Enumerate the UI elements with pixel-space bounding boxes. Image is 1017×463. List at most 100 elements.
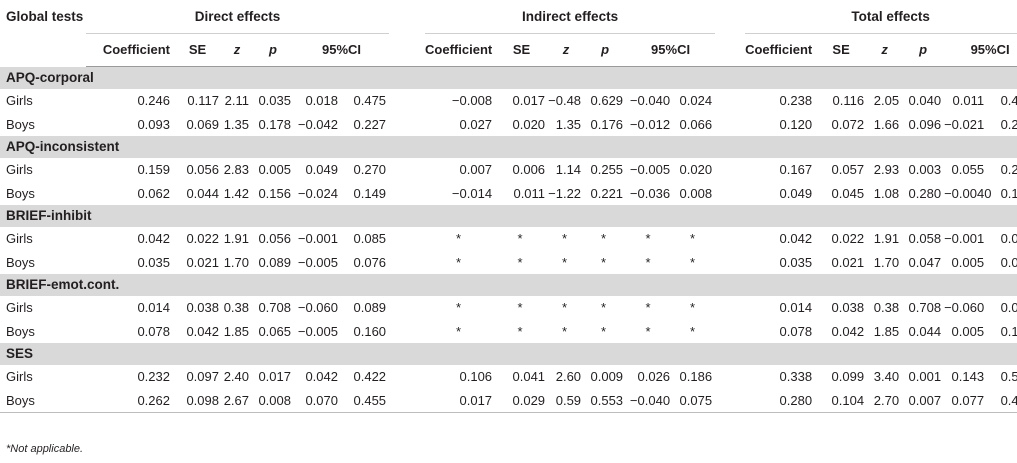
table-cell: 0.056: [186, 162, 219, 177]
table-cell: 1.70: [873, 254, 900, 270]
table-cell: 2.05: [873, 93, 900, 108]
table-cell: *: [601, 231, 607, 246]
table-cell: 1.42: [223, 185, 249, 201]
table-cell: *: [601, 323, 607, 339]
table-body: APQ-corporal Girls 0.246 0.117 2.11 0.035 0.01…: [0, 66, 1017, 413]
table-cell: *: [601, 300, 607, 315]
sub-header-total-coefficient: Coefficient: [745, 33, 816, 67]
table-row: Girls 0.246 0.117 2.11 0.035 0.018 0.475 −0.008…: [0, 89, 1017, 113]
sub-header-direct-95-ci: 95%CI: [294, 33, 390, 67]
table-cell: 0.047: [908, 254, 942, 270]
table-cell: 0.106: [459, 369, 493, 384]
section-title: SES: [0, 343, 1017, 365]
table-cell: 0.104: [831, 392, 865, 408]
table-cell: 3.40: [873, 369, 900, 384]
table-cell: 0.011: [952, 93, 985, 108]
table-cell: *: [645, 254, 651, 270]
table-cell: 0.279: [1000, 162, 1017, 177]
table-cell: *: [690, 300, 696, 315]
table-cell: 0.533: [1000, 369, 1017, 384]
table-cell: −0.040: [629, 93, 671, 108]
row-label: Girls: [6, 93, 33, 108]
table-cell: 0.049: [779, 185, 813, 201]
table-row: Girls 0.159 0.056 2.83 0.005 0.049 0.270 0.007 0…: [0, 158, 1017, 182]
table-cell: 0.041: [512, 369, 546, 384]
table-cell: 0.137: [1000, 185, 1017, 201]
table-cell: 0.045: [831, 185, 865, 201]
table-cell: 0.078: [137, 323, 170, 339]
table-cell: 0.065: [258, 323, 291, 339]
table-cell: 0.005: [258, 162, 291, 177]
table-cell: 0.59: [555, 392, 582, 408]
table-cell: 0.238: [779, 93, 813, 108]
table-cell: 2.93: [873, 162, 900, 177]
sub-header-indirect-se: SE: [495, 33, 549, 67]
table-cell: 0.056: [258, 231, 291, 246]
section-row: BRIEF-inhibit: [0, 205, 1017, 227]
section-title: BRIEF-inhibit: [0, 205, 1017, 227]
table-cell: 0.062: [137, 185, 170, 201]
table-cell: 0.159: [137, 162, 170, 177]
table-cell: 0.006: [512, 162, 546, 177]
table-cell: 0.058: [908, 231, 942, 246]
table-cell: *: [645, 231, 651, 246]
table-cell: 1.14: [555, 162, 582, 177]
table-cell: 0.057: [831, 162, 865, 177]
table-cell: 0.022: [831, 231, 865, 246]
table-cell: 0.076: [353, 254, 387, 270]
corner-label: Global tests: [6, 9, 84, 24]
table-cell: −0.036: [629, 185, 671, 201]
row-label: Girls: [6, 369, 33, 384]
sub-header-indirect-95-ci: 95%CI: [626, 33, 716, 67]
table-cell: −0.060: [944, 300, 985, 315]
table-cell: 0.338: [779, 369, 813, 384]
table-cell: 1.91: [223, 231, 249, 246]
table-cell: 0.078: [779, 323, 813, 339]
table-cell: 0.096: [908, 116, 942, 132]
table-cell: 0.005: [951, 323, 985, 339]
table-cell: 1.35: [223, 116, 249, 132]
table-cell: 0.116: [832, 93, 865, 108]
table-cell: 0.018: [305, 93, 338, 108]
table-cell: −0.014: [451, 185, 493, 201]
table-cell: 0.017: [512, 93, 546, 108]
table-cell: 0.465: [1000, 93, 1017, 108]
table-cell: 0.089: [258, 254, 291, 270]
sub-header-total-p: p: [902, 33, 945, 67]
table-cell: 0.186: [679, 369, 713, 384]
table-cell: 1.08: [873, 185, 900, 201]
table-cell: *: [562, 254, 568, 270]
table-cell: 0.020: [512, 116, 546, 132]
table-cell: 0.085: [1000, 231, 1017, 246]
table-cell: 0.093: [137, 116, 170, 132]
table-cell: −0.021: [944, 116, 985, 132]
table-cell: 1.85: [223, 323, 249, 339]
table-cell: 0.069: [186, 116, 219, 132]
row-label: Girls: [6, 231, 33, 246]
table-cell: 0.022: [186, 231, 219, 246]
table-cell: 0.160: [353, 323, 387, 339]
table-cell: 0.072: [831, 116, 865, 132]
table-cell: 0.029: [512, 392, 546, 408]
table-cell: 0.167: [779, 162, 813, 177]
table-cell: 0.005: [951, 254, 985, 270]
table-cell: 0.001: [908, 369, 942, 384]
table-cell: 2.70: [873, 392, 900, 408]
table-cell: 0.422: [353, 369, 387, 384]
table-cell: 0.176: [590, 116, 624, 132]
sub-header-indirect-p: p: [584, 33, 627, 67]
table-cell: *: [517, 231, 523, 246]
table-cell: −0.060: [297, 300, 338, 315]
table-cell: 0.014: [137, 300, 170, 315]
table-cell: 0.270: [353, 162, 387, 177]
table-cell: 2.60: [555, 369, 582, 384]
group-header-direct: Direct effects: [86, 0, 390, 34]
table-cell: *: [517, 254, 523, 270]
table-cell: 0.246: [137, 93, 170, 108]
table-cell: 0.042: [779, 231, 813, 246]
table-row: Girls 0.042 0.022 1.91 0.056 −0.001 0.085 * * * * *…: [0, 227, 1017, 251]
table-cell: *: [456, 254, 462, 270]
table-cell: −0.48: [548, 93, 582, 108]
table-cell: 1.85: [873, 323, 900, 339]
